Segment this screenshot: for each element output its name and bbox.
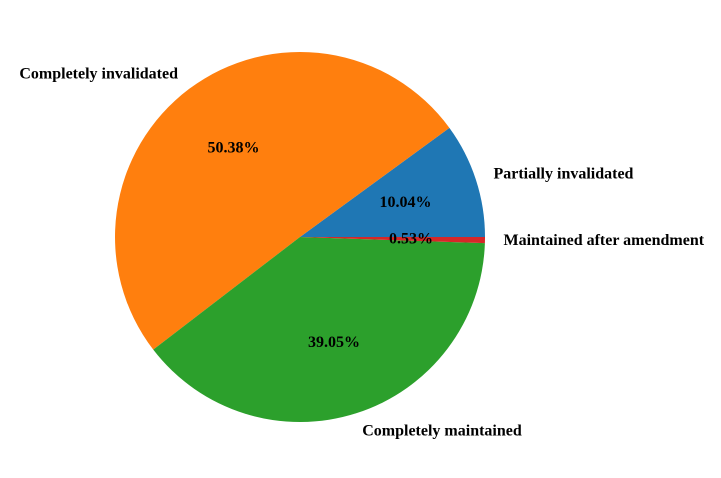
slice-label-partially-invalidated: Partially invalidated <box>493 165 633 182</box>
pct-label-partially-invalidated: 10.04% <box>380 194 432 211</box>
pie-slice-completely-maintained <box>153 237 485 423</box>
pie-slice-completely-invalidated <box>115 52 450 350</box>
pct-label-completely-maintained: 39.05% <box>308 334 360 351</box>
pie-slice-maintained-after-amendment <box>300 237 485 244</box>
pct-label-completely-invalidated: 50.38% <box>207 140 259 157</box>
slice-label-completely-maintained: Completely maintained <box>362 422 522 439</box>
pct-label-maintained-after-amendment: 0.53% <box>389 230 433 247</box>
pie-slice-partially-invalidated <box>300 127 485 237</box>
slice-label-completely-invalidated: Completely invalidated <box>19 66 178 83</box>
slice-label-maintained-after-amendment: Maintained after amendment <box>503 232 704 249</box>
